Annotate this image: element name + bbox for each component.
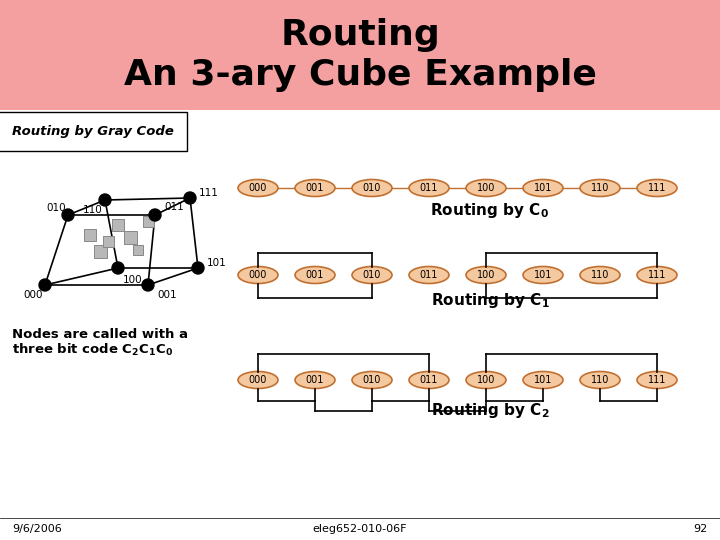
Text: 001: 001: [306, 270, 324, 280]
Text: 100: 100: [123, 275, 143, 285]
FancyBboxPatch shape: [112, 219, 124, 231]
Text: 000: 000: [249, 375, 267, 385]
Text: eleg652-010-06F: eleg652-010-06F: [312, 524, 408, 534]
Ellipse shape: [352, 372, 392, 388]
Ellipse shape: [238, 179, 278, 197]
Ellipse shape: [295, 267, 335, 284]
Ellipse shape: [580, 372, 620, 388]
Ellipse shape: [523, 267, 563, 284]
Circle shape: [192, 262, 204, 274]
Ellipse shape: [637, 372, 677, 388]
Circle shape: [112, 262, 124, 274]
Text: 100: 100: [477, 270, 495, 280]
Text: 000: 000: [23, 290, 42, 300]
Text: Routing by $\mathbf{C_0}$: Routing by $\mathbf{C_0}$: [431, 200, 549, 219]
Text: 111: 111: [648, 375, 666, 385]
Text: 100: 100: [477, 375, 495, 385]
Ellipse shape: [295, 179, 335, 197]
Text: 001: 001: [157, 290, 176, 300]
Text: An 3-ary Cube Example: An 3-ary Cube Example: [124, 58, 596, 92]
Text: 110: 110: [591, 375, 609, 385]
FancyBboxPatch shape: [94, 245, 107, 258]
Text: 000: 000: [249, 270, 267, 280]
Circle shape: [62, 209, 74, 221]
Ellipse shape: [466, 179, 506, 197]
Text: 101: 101: [207, 258, 227, 268]
Text: 101: 101: [534, 375, 552, 385]
Text: Nodes are called with a: Nodes are called with a: [12, 328, 188, 341]
Text: 9/6/2006: 9/6/2006: [12, 524, 62, 534]
FancyBboxPatch shape: [84, 229, 96, 241]
Text: 010: 010: [363, 375, 381, 385]
Ellipse shape: [295, 372, 335, 388]
Text: 011: 011: [420, 270, 438, 280]
Ellipse shape: [409, 372, 449, 388]
FancyBboxPatch shape: [133, 245, 143, 255]
Ellipse shape: [409, 267, 449, 284]
Ellipse shape: [352, 179, 392, 197]
Text: 010: 010: [363, 183, 381, 193]
Text: Routing by $\mathbf{C_2}$: Routing by $\mathbf{C_2}$: [431, 401, 549, 420]
Text: 000: 000: [249, 183, 267, 193]
Text: 001: 001: [306, 183, 324, 193]
Text: Routing by Gray Code: Routing by Gray Code: [12, 125, 174, 138]
Ellipse shape: [466, 267, 506, 284]
Text: 010: 010: [46, 203, 66, 213]
Text: Routing by $\mathbf{C_1}$: Routing by $\mathbf{C_1}$: [431, 291, 549, 309]
Text: 92: 92: [694, 524, 708, 534]
Ellipse shape: [580, 267, 620, 284]
Text: 011: 011: [164, 202, 184, 212]
Text: 001: 001: [306, 375, 324, 385]
Ellipse shape: [580, 179, 620, 197]
Ellipse shape: [409, 179, 449, 197]
Ellipse shape: [523, 372, 563, 388]
Ellipse shape: [466, 372, 506, 388]
Ellipse shape: [637, 267, 677, 284]
Ellipse shape: [523, 179, 563, 197]
Ellipse shape: [238, 372, 278, 388]
Circle shape: [142, 279, 154, 291]
Text: 111: 111: [648, 183, 666, 193]
FancyBboxPatch shape: [0, 0, 720, 110]
Text: 011: 011: [420, 183, 438, 193]
Text: 101: 101: [534, 270, 552, 280]
Text: 010: 010: [363, 270, 381, 280]
Circle shape: [149, 209, 161, 221]
Text: three bit code $\mathbf{C_2C_1C_0}$: three bit code $\mathbf{C_2C_1C_0}$: [12, 342, 173, 358]
Text: 111: 111: [648, 270, 666, 280]
Text: 110: 110: [591, 270, 609, 280]
Circle shape: [99, 194, 111, 206]
Text: 110: 110: [83, 205, 103, 215]
Circle shape: [184, 192, 196, 204]
FancyBboxPatch shape: [143, 216, 154, 227]
Ellipse shape: [238, 267, 278, 284]
Text: Routing: Routing: [280, 18, 440, 52]
Ellipse shape: [637, 179, 677, 197]
FancyBboxPatch shape: [124, 231, 137, 244]
FancyBboxPatch shape: [103, 236, 114, 247]
Text: 100: 100: [477, 183, 495, 193]
Text: 011: 011: [420, 375, 438, 385]
Text: 110: 110: [591, 183, 609, 193]
Circle shape: [39, 279, 51, 291]
Text: 111: 111: [199, 188, 219, 198]
FancyBboxPatch shape: [0, 110, 720, 520]
Ellipse shape: [352, 267, 392, 284]
Text: 101: 101: [534, 183, 552, 193]
